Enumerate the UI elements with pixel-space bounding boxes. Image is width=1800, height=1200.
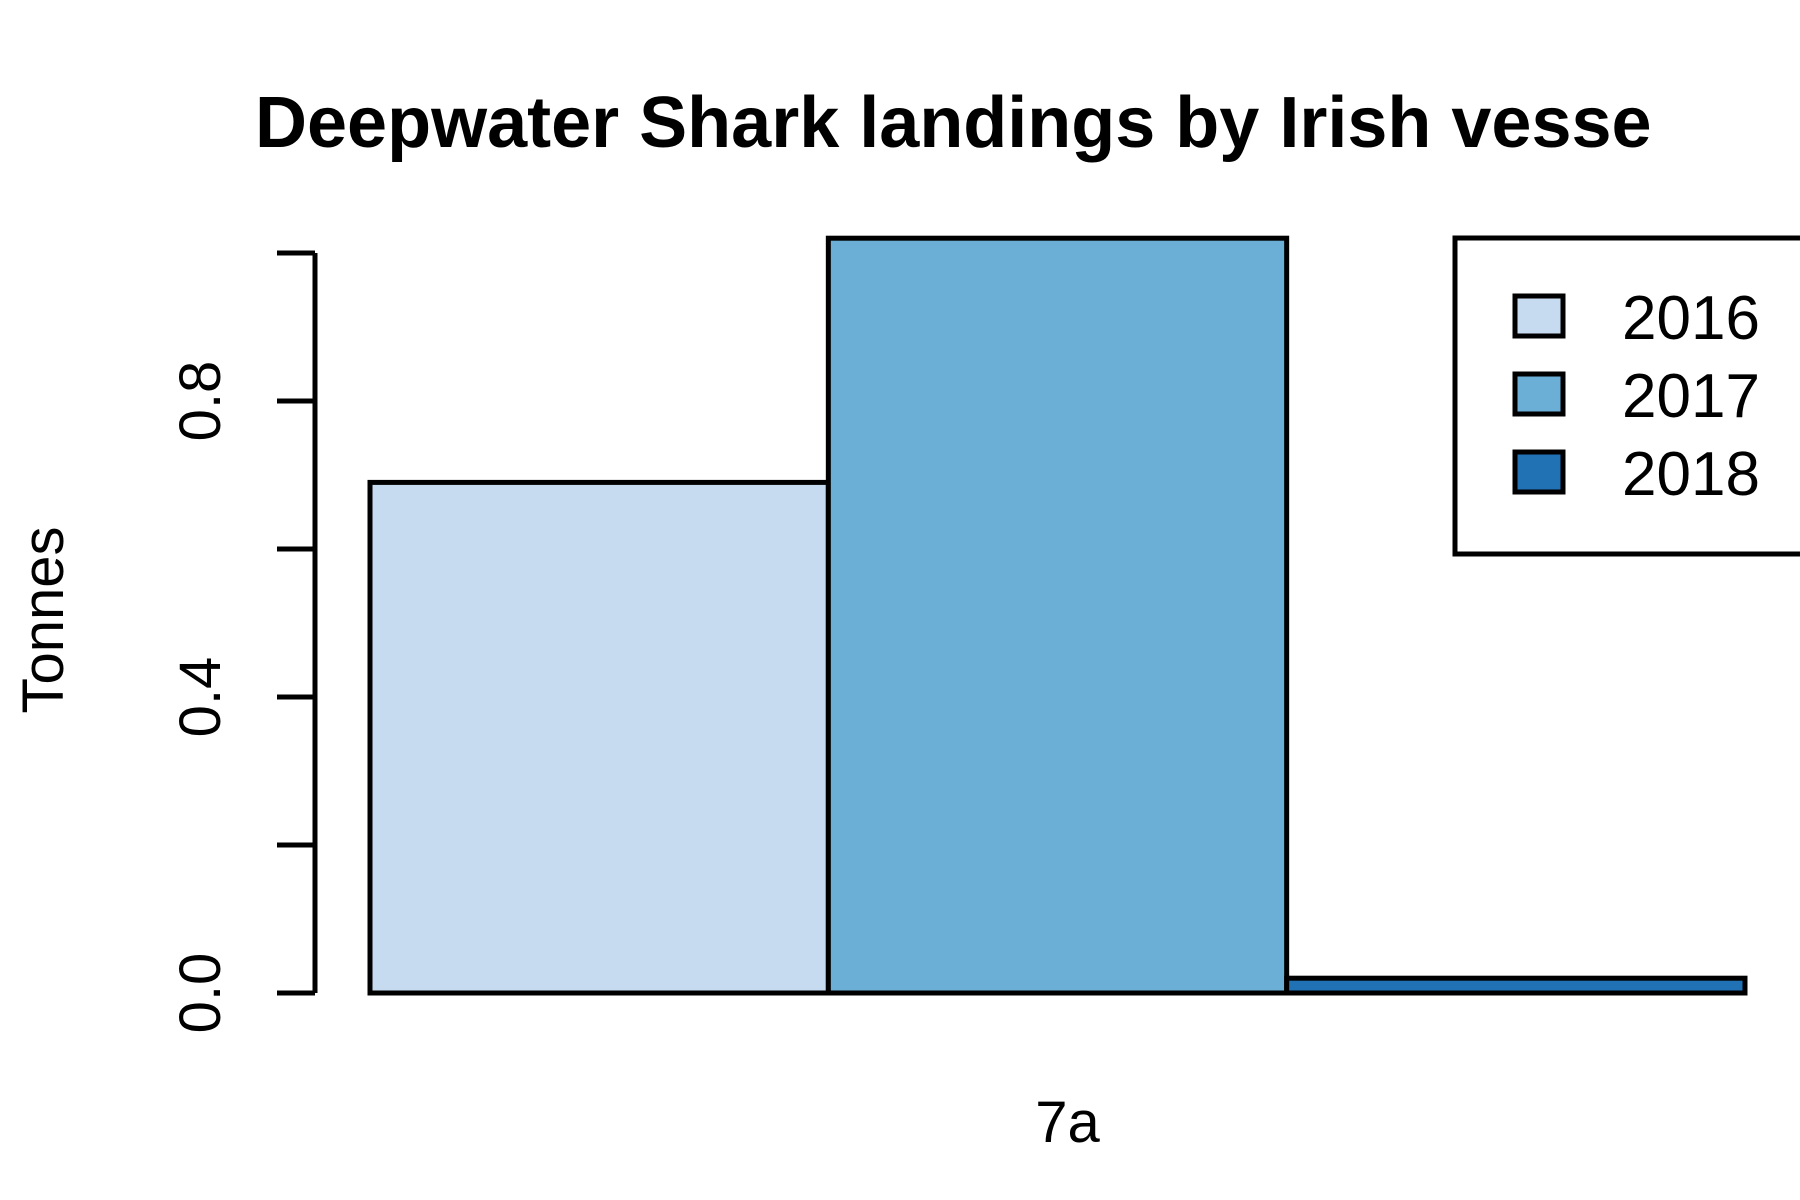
bar-2018: [1284, 975, 1748, 996]
y-axis-label: Tonnes: [11, 526, 76, 713]
legend-box: [1452, 235, 1800, 557]
legend-swatch-2017: [1512, 371, 1566, 417]
y-axis: 0.0 0.4 0.8: [168, 250, 318, 1034]
legend-label-2018: 2018: [1622, 440, 1760, 509]
legend-label-2016: 2016: [1622, 284, 1760, 353]
bar-2017: [825, 235, 1290, 996]
legend-swatch-2018: [1512, 449, 1566, 495]
bar-2016: [367, 479, 831, 996]
legend-swatch-2016: [1512, 293, 1566, 339]
bars: [367, 235, 1748, 996]
legend-label-2017: 2017: [1622, 362, 1760, 431]
legend: 2016 2017 2018: [1452, 235, 1800, 557]
x-tick-label: 7a: [1035, 1090, 1100, 1155]
x-axis: 7a: [1035, 1090, 1100, 1155]
y-tick-label: 0.0: [168, 953, 233, 1034]
y-tick-label: 0.4: [168, 657, 233, 738]
y-tick-label: 0.8: [168, 361, 233, 442]
chart-title: Deepwater Shark landings by Irish vesse: [255, 83, 1652, 163]
